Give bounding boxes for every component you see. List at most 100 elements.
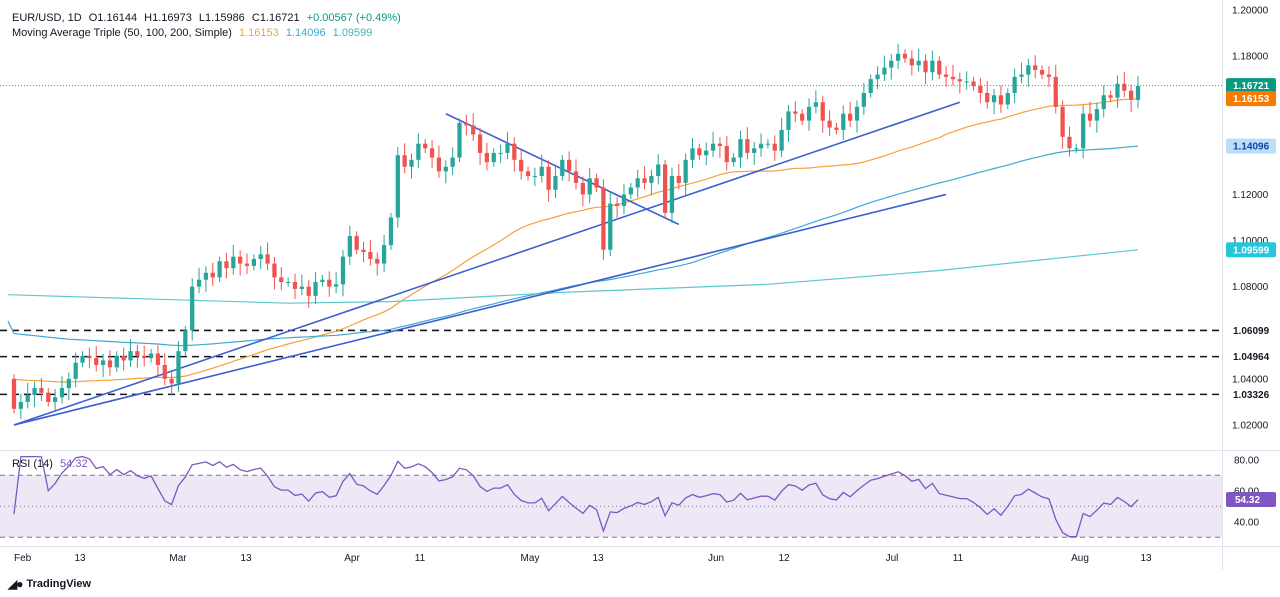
- candle: [895, 43, 901, 70]
- candle: [299, 274, 304, 296]
- symbol-label: EUR/USD, 1D: [12, 12, 82, 24]
- time-axis: Feb 13 Mar 13 Apr 11 May 13 Jun 12 Jul 11 Aug 13: [14, 553, 1152, 564]
- candle-body: [1033, 65, 1038, 70]
- candle-body: [567, 159, 572, 172]
- time-tick-label: 11: [953, 553, 964, 564]
- rsi-tick-label: 60.00: [1234, 486, 1259, 497]
- candle: [18, 393, 23, 419]
- candle-body: [765, 143, 771, 145]
- candle: [765, 139, 771, 149]
- candle-body: [416, 143, 421, 160]
- candle: [512, 137, 517, 172]
- candle: [772, 135, 777, 161]
- time-tick-label: 11: [415, 553, 426, 564]
- candle: [436, 145, 442, 178]
- symbol-legend[interactable]: EUR/USD, 1D O1.16144 H1.16973 L1.15986 C…: [12, 12, 401, 24]
- candle-body: [423, 143, 428, 149]
- candle-body: [347, 235, 352, 257]
- time-tick-label: Jun: [708, 553, 724, 564]
- candle-body: [340, 256, 346, 285]
- candle: [1074, 143, 1079, 153]
- candle-body: [238, 256, 243, 264]
- candle: [327, 271, 332, 297]
- candle-body: [745, 139, 750, 153]
- candle: [46, 388, 51, 407]
- rsi-legend-value: 54.32: [60, 458, 88, 470]
- candle-body: [464, 122, 469, 126]
- candle-body: [402, 155, 407, 167]
- candle-body: [1115, 83, 1120, 98]
- candle: [121, 347, 126, 371]
- rsi-tag-box: [1226, 492, 1276, 508]
- candle-body: [772, 143, 777, 151]
- candle: [1094, 102, 1100, 133]
- candle-body: [669, 175, 675, 213]
- candle-body: [505, 143, 510, 153]
- candle-body: [203, 272, 209, 280]
- candle-body: [18, 401, 23, 409]
- candle-body: [1026, 65, 1031, 75]
- candle: [73, 352, 78, 388]
- candle: [59, 376, 65, 404]
- time-tick-label: May: [521, 553, 540, 564]
- price-tag-ma100: 1.14096: [1226, 138, 1276, 154]
- candle-body: [820, 102, 825, 121]
- candle: [148, 348, 154, 363]
- tradingview-logo-icon: ◢●: [8, 577, 24, 591]
- candle-body: [265, 254, 270, 264]
- candle: [683, 153, 688, 195]
- candle: [800, 109, 805, 126]
- candle-body: [916, 60, 921, 66]
- candle-body: [546, 166, 551, 190]
- rsi-tick-label: 40.00: [1234, 517, 1259, 528]
- candle: [1033, 55, 1038, 79]
- tradingview-brand[interactable]: ◢● TradingView: [8, 577, 91, 591]
- candle: [717, 137, 723, 158]
- candle: [724, 135, 729, 171]
- candle: [710, 131, 716, 158]
- candle: [128, 339, 133, 367]
- candle: [176, 341, 181, 392]
- ma-label: Moving Average Triple (50, 100, 200, Sim…: [12, 27, 232, 39]
- candle: [1087, 101, 1093, 128]
- price-axis: 1.200001.180001.160001.140001.120001.100…: [1232, 6, 1269, 432]
- ma-legend[interactable]: Moving Average Triple (50, 100, 200, Sim…: [12, 27, 372, 39]
- candle-body: [539, 166, 544, 176]
- candle: [443, 160, 448, 184]
- candle: [779, 117, 784, 158]
- candle-body: [786, 111, 791, 130]
- rsi-legend[interactable]: RSI (14) 54.32: [12, 458, 88, 470]
- price-tag-value: 1.04964: [1233, 352, 1270, 363]
- candle-body: [614, 203, 620, 206]
- candle-body: [806, 106, 812, 121]
- candle: [416, 133, 421, 169]
- candle: [272, 257, 277, 290]
- candle-body: [292, 282, 298, 289]
- candle: [902, 49, 908, 64]
- candle: [66, 372, 71, 401]
- candle-body: [998, 95, 1004, 105]
- candle-body: [580, 182, 585, 195]
- candle: [614, 197, 620, 218]
- candle: [957, 72, 962, 94]
- price-tag-ma200: 1.09599: [1226, 242, 1276, 258]
- candle: [333, 272, 339, 294]
- candle: [669, 167, 675, 224]
- candle: [306, 280, 311, 308]
- candle: [375, 252, 380, 276]
- price-tag-box: [1226, 322, 1276, 338]
- candle: [546, 160, 551, 202]
- candle: [1053, 64, 1058, 114]
- candle-body: [937, 60, 942, 75]
- candle: [471, 113, 476, 141]
- candle: [841, 105, 846, 141]
- candle: [998, 85, 1004, 113]
- candle: [190, 278, 195, 341]
- candle-body: [710, 143, 716, 151]
- candle: [464, 114, 469, 136]
- candle-body: [135, 351, 140, 356]
- grid: [0, 0, 1280, 570]
- candle: [80, 351, 85, 368]
- candle-body: [943, 74, 949, 77]
